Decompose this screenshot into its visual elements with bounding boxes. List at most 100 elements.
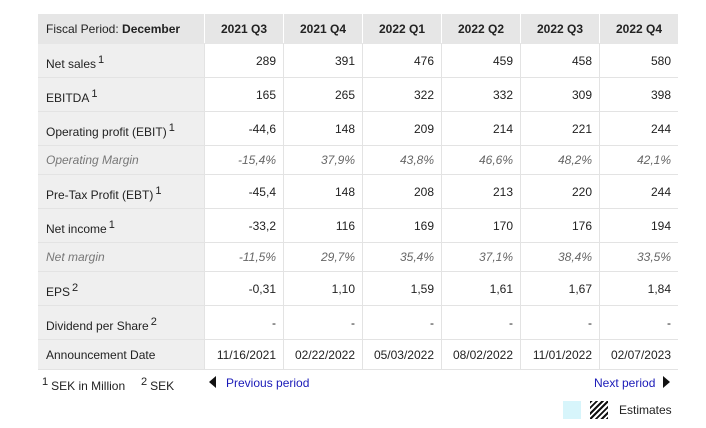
footnote-mark: 2 — [72, 282, 79, 294]
row-label: Operating Margin — [38, 145, 205, 175]
footnote-mark: 1 — [108, 219, 115, 231]
table-cell: 220 — [520, 174, 600, 209]
actual-legend-swatch — [563, 401, 581, 419]
table-cell: - — [441, 305, 521, 340]
table-cell: - — [204, 305, 284, 340]
table-cell: 209 — [362, 111, 442, 146]
row-label-text: Operating Margin — [46, 153, 139, 167]
table-cell: 11/16/2021 — [204, 339, 284, 370]
footnote-text: SEK — [150, 379, 175, 393]
table-row-net-sales: Net sales 1 289 391 476 459 458 580 — [38, 43, 678, 78]
row-label-text: Operating profit (EBIT) — [46, 125, 167, 139]
table-cell: 322 — [362, 77, 442, 112]
previous-period-label: Previous period — [226, 376, 310, 390]
footnote-mark: 1 — [42, 376, 49, 388]
table-cell: 309 — [520, 77, 600, 112]
footnote-2: 2 SEK — [141, 376, 174, 393]
fiscal-period-label: Fiscal Period: — [46, 21, 119, 36]
table-cell: 213 — [441, 174, 521, 209]
table-cell: 1,67 — [520, 271, 600, 306]
table-row-ebitda: EBITDA 1 165 265 322 332 309 398 — [38, 77, 678, 112]
footnote-mark: 1 — [168, 122, 175, 134]
row-label: Net sales 1 — [38, 43, 205, 78]
column-header: 2021 Q3 — [204, 14, 284, 44]
footnote-mark: 1 — [155, 185, 162, 197]
column-header: 2022 Q4 — [599, 14, 678, 44]
row-label: EBITDA 1 — [38, 77, 205, 112]
row-label-text: Dividend per Share — [46, 319, 149, 333]
fiscal-period-value: December — [122, 21, 181, 36]
column-header: 2022 Q2 — [441, 14, 521, 44]
previous-period-link[interactable]: Previous period — [209, 376, 309, 390]
table-cell: 02/07/2023 — [599, 339, 678, 370]
row-label: Dividend per Share 2 — [38, 305, 205, 340]
table-cell: 170 — [441, 208, 521, 243]
triangle-right-icon — [663, 376, 671, 388]
table-cell: 02/22/2022 — [283, 339, 363, 370]
table-row-net-margin: Net margin -11,5% 29,7% 35,4% 37,1% 38,4… — [38, 242, 678, 272]
table-cell: - — [520, 305, 600, 340]
next-period-label: Next period — [594, 376, 656, 390]
table-cell: 165 — [204, 77, 284, 112]
estimates-legend-label: Estimates — [619, 403, 672, 417]
table-cell: 332 — [441, 77, 521, 112]
row-label-text: Pre-Tax Profit (EBT) — [46, 188, 154, 202]
table-cell: 42,1% — [599, 145, 678, 175]
row-label-text: EPS — [46, 285, 71, 299]
table-cell: 33,5% — [599, 242, 678, 272]
table-row-dividend: Dividend per Share 2 - - - - - - — [38, 305, 678, 340]
table-cell: 580 — [599, 43, 678, 78]
table-cell: - — [283, 305, 363, 340]
row-label: Net margin — [38, 242, 205, 272]
table-cell: 148 — [283, 174, 363, 209]
table-cell: - — [599, 305, 678, 340]
column-header: 2022 Q1 — [362, 14, 442, 44]
triangle-left-icon — [209, 376, 216, 388]
row-label-text: Net sales — [46, 57, 97, 71]
table-cell: 458 — [520, 43, 600, 78]
footnote-mark: 1 — [91, 88, 98, 100]
footnote-1: 1 SEK in Million — [42, 376, 125, 393]
row-label: Operating profit (EBIT) 1 — [38, 111, 205, 146]
table-cell: 35,4% — [362, 242, 442, 272]
table-cell: 244 — [599, 174, 678, 209]
fiscal-period-header: Fiscal Period: December — [38, 14, 205, 44]
table-header-row: Fiscal Period: December 2021 Q3 2021 Q4 … — [38, 14, 678, 44]
table-cell: 148 — [283, 111, 363, 146]
table-cell: 214 — [441, 111, 521, 146]
table-row-net-income: Net income 1 -33,2 116 169 170 176 194 — [38, 208, 678, 243]
table-cell: 1,10 — [283, 271, 363, 306]
footnote-mark: 2 — [141, 376, 148, 388]
table-cell: 1,61 — [441, 271, 521, 306]
table-cell: 46,6% — [441, 145, 521, 175]
next-period-link[interactable]: Next period — [594, 376, 671, 390]
table-cell: 05/03/2022 — [362, 339, 442, 370]
table-cell: 48,2% — [520, 145, 600, 175]
table-cell: 37,9% — [283, 145, 363, 175]
table-cell: 208 — [362, 174, 442, 209]
row-label: Announcement Date — [38, 339, 205, 370]
table-cell: 11/01/2022 — [520, 339, 600, 370]
table-cell: 38,4% — [520, 242, 600, 272]
table-cell: 244 — [599, 111, 678, 146]
footnote-mark: 1 — [98, 54, 105, 66]
table-row-announcement-date: Announcement Date 11/16/2021 02/22/2022 … — [38, 339, 678, 370]
table-cell: 116 — [283, 208, 363, 243]
table-cell: 169 — [362, 208, 442, 243]
row-label-text: Net margin — [46, 250, 105, 264]
table-row-pretax-profit: Pre-Tax Profit (EBT) 1 -45,4 148 208 213 … — [38, 174, 678, 209]
table-cell: -33,2 — [204, 208, 284, 243]
table-cell: 289 — [204, 43, 284, 78]
row-label: EPS 2 — [38, 271, 205, 306]
table-row-operating-margin: Operating Margin -15,4% 37,9% 43,8% 46,6… — [38, 145, 678, 175]
column-header: 2022 Q3 — [520, 14, 600, 44]
row-label: Net income 1 — [38, 208, 205, 243]
estimates-legend-swatch — [590, 401, 608, 419]
table-cell: 459 — [441, 43, 521, 78]
table-cell: 29,7% — [283, 242, 363, 272]
table-cell: 08/02/2022 — [441, 339, 521, 370]
row-label-text: EBITDA — [46, 91, 90, 105]
table-cell: - — [362, 305, 442, 340]
table-cell: 37,1% — [441, 242, 521, 272]
table-cell: 1,59 — [362, 271, 442, 306]
